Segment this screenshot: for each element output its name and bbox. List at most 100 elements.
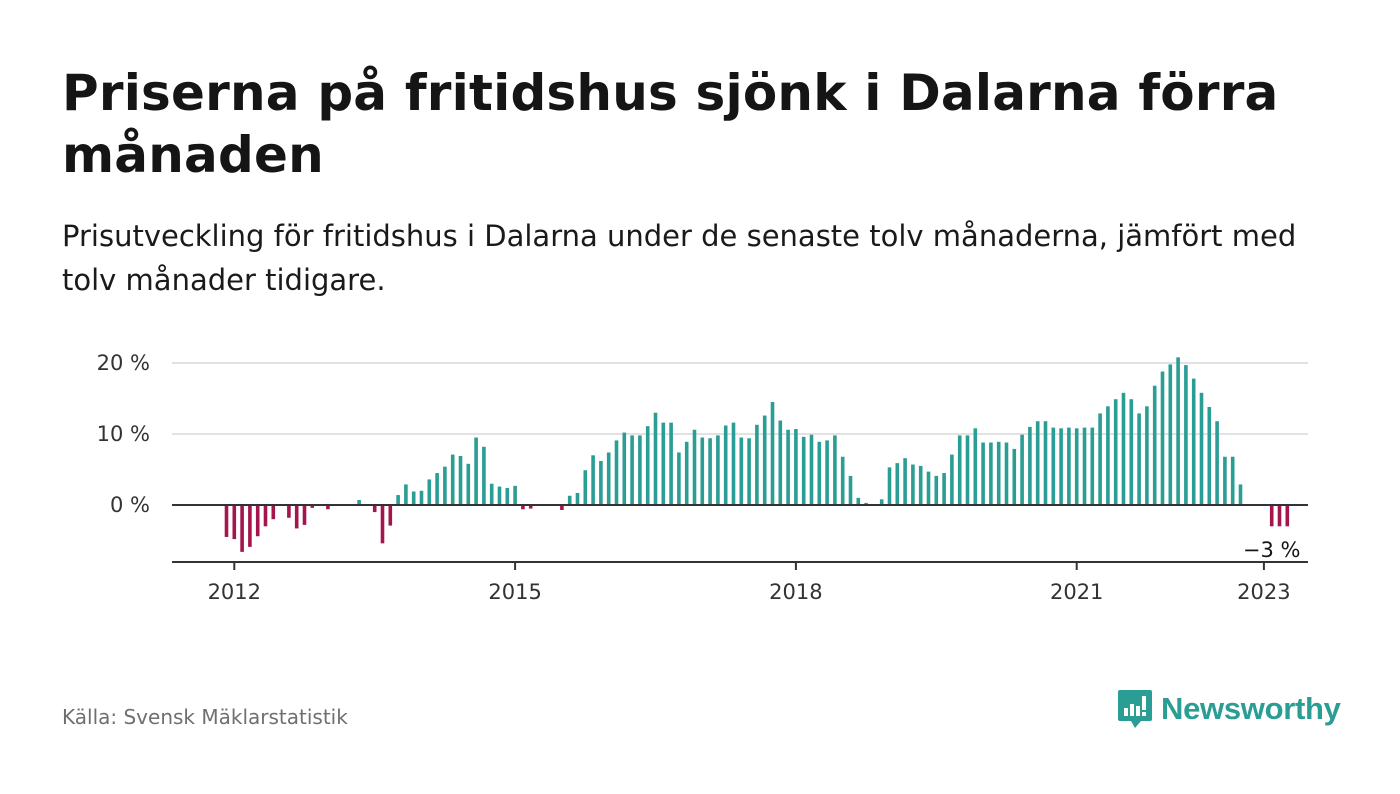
bar <box>833 435 837 505</box>
bar <box>692 429 697 505</box>
bar-chart: 0 % 10 % 20 % 2012 2015 2018 2021 2023 −3 % <box>97 351 1308 604</box>
bar <box>1090 427 1095 505</box>
bar <box>474 437 478 505</box>
bar <box>482 446 486 505</box>
bar <box>630 435 634 505</box>
bar <box>786 429 790 505</box>
bar <box>240 505 244 552</box>
bar <box>1191 378 1196 505</box>
bar <box>778 420 783 505</box>
bar <box>1051 427 1056 505</box>
bar <box>326 505 330 510</box>
source-note: Källa: Svensk Mäklarstatistik <box>62 705 348 729</box>
bar <box>1176 357 1180 505</box>
bar <box>427 479 432 505</box>
bar <box>887 467 892 505</box>
bar <box>700 437 705 505</box>
bar <box>638 435 642 505</box>
bar <box>677 452 681 505</box>
bar <box>1004 442 1009 505</box>
bar <box>1074 428 1079 505</box>
bar <box>294 505 299 529</box>
bar <box>450 454 455 505</box>
bar <box>747 438 751 505</box>
bar <box>435 473 439 505</box>
bar <box>1121 392 1126 505</box>
bar <box>918 465 923 505</box>
bar <box>404 484 408 505</box>
bar <box>567 495 572 505</box>
axis-labels: 0 % 10 % 20 % 2012 2015 2018 2021 2023 −3 % <box>97 351 1301 604</box>
newsworthy-brand: Newsworthy <box>1117 688 1341 730</box>
bar <box>1043 421 1048 505</box>
bar <box>1285 505 1290 527</box>
bar <box>287 505 291 518</box>
bar <box>1035 421 1040 505</box>
bar <box>669 422 673 505</box>
bar <box>762 415 767 505</box>
bar <box>957 435 962 505</box>
bar <box>716 435 720 505</box>
x-tick-label: 2012 <box>208 580 261 604</box>
bar <box>1277 505 1282 527</box>
bar <box>232 505 237 540</box>
bar <box>989 442 993 505</box>
bar <box>1230 456 1235 505</box>
value-annotation: −3 % <box>1243 538 1301 562</box>
bar <box>825 440 829 505</box>
bar <box>817 441 822 505</box>
bar <box>653 412 658 505</box>
bar <box>864 502 868 505</box>
bar <box>1067 427 1071 505</box>
y-tick-label: 20 % <box>97 351 150 375</box>
bar <box>1168 364 1173 505</box>
bar <box>388 505 393 526</box>
bar <box>1059 428 1063 505</box>
bar <box>372 505 377 513</box>
bar <box>1152 385 1157 505</box>
bar <box>528 505 533 509</box>
bar <box>1199 392 1204 505</box>
bar <box>513 485 517 505</box>
bar <box>1028 426 1032 505</box>
bar <box>684 441 689 505</box>
bar <box>981 442 985 505</box>
bar <box>926 471 931 505</box>
bar <box>614 440 619 505</box>
x-tick-label: 2021 <box>1050 580 1103 604</box>
bar <box>357 500 361 505</box>
bar <box>271 505 276 520</box>
bar <box>575 492 580 505</box>
bar <box>895 463 900 505</box>
bar <box>1113 399 1118 505</box>
bar <box>903 458 907 505</box>
bar <box>794 429 798 505</box>
bar <box>310 505 315 508</box>
bar <box>1012 448 1017 505</box>
bar <box>1160 371 1165 505</box>
bar <box>801 436 806 505</box>
bar <box>739 437 744 505</box>
bar <box>708 438 712 505</box>
bar <box>521 505 525 510</box>
bar <box>950 454 954 505</box>
bar <box>583 470 588 505</box>
bar <box>848 475 853 505</box>
bar <box>911 464 915 505</box>
bar <box>1020 434 1024 505</box>
bar <box>840 456 845 505</box>
bar <box>248 505 252 547</box>
x-tick-label: 2015 <box>488 580 541 604</box>
bar <box>1215 421 1219 505</box>
bar <box>1082 427 1087 505</box>
newsworthy-logo-icon <box>1118 690 1152 728</box>
bar <box>622 432 627 505</box>
bar <box>599 460 603 505</box>
bar <box>723 425 728 505</box>
bar <box>1184 365 1188 505</box>
bar <box>458 456 463 505</box>
chart-axes <box>172 504 1308 570</box>
bar <box>224 505 229 537</box>
bar <box>443 466 447 505</box>
bar <box>1137 413 1141 505</box>
